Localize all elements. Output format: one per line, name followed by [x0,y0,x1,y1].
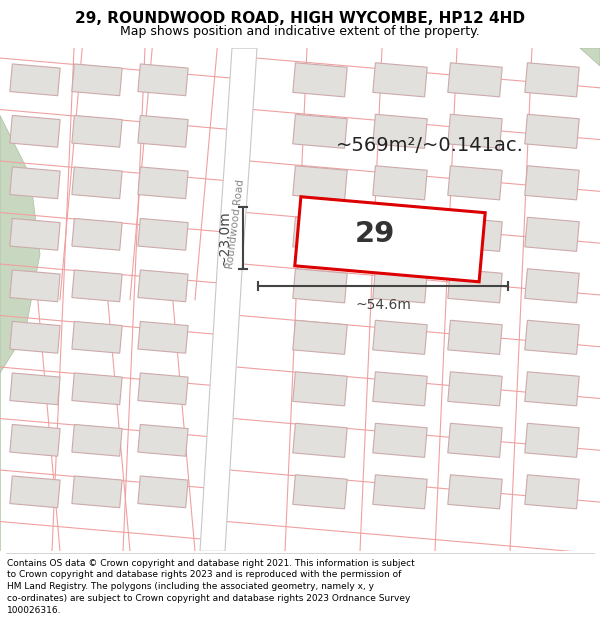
Polygon shape [448,423,502,458]
Polygon shape [525,62,579,97]
Polygon shape [293,372,347,406]
Text: 29: 29 [355,221,395,248]
Polygon shape [525,166,579,200]
Polygon shape [373,372,427,406]
Polygon shape [293,320,347,354]
Polygon shape [72,270,122,302]
Text: ~54.6m: ~54.6m [355,298,411,312]
Polygon shape [293,166,347,200]
Polygon shape [448,269,502,303]
Text: Contains OS data © Crown copyright and database right 2021. This information is : Contains OS data © Crown copyright and d… [7,559,415,615]
Polygon shape [72,424,122,456]
Polygon shape [10,218,60,250]
Polygon shape [448,114,502,148]
Polygon shape [448,62,502,97]
Polygon shape [525,114,579,148]
Polygon shape [373,423,427,458]
Polygon shape [525,423,579,458]
Polygon shape [293,217,347,251]
Polygon shape [373,269,427,303]
Polygon shape [138,424,188,456]
Polygon shape [0,116,40,551]
Polygon shape [525,217,579,251]
Polygon shape [373,114,427,148]
Text: ~569m²/~0.141ac.: ~569m²/~0.141ac. [336,136,524,154]
Polygon shape [138,373,188,405]
Polygon shape [448,166,502,200]
Text: ~23.0m: ~23.0m [217,210,231,266]
Polygon shape [10,116,60,148]
Polygon shape [373,166,427,200]
Polygon shape [448,320,502,354]
Polygon shape [200,48,257,551]
Polygon shape [448,475,502,509]
Polygon shape [373,217,427,251]
Polygon shape [373,320,427,354]
Polygon shape [138,476,188,508]
Text: 29, ROUNDWOOD ROAD, HIGH WYCOMBE, HP12 4HD: 29, ROUNDWOOD ROAD, HIGH WYCOMBE, HP12 4… [75,11,525,26]
Text: Map shows position and indicative extent of the property.: Map shows position and indicative extent… [120,26,480,39]
Polygon shape [448,217,502,251]
Polygon shape [72,64,122,96]
Polygon shape [293,114,347,148]
Polygon shape [295,197,485,282]
Polygon shape [138,167,188,199]
Polygon shape [72,373,122,405]
Polygon shape [10,270,60,302]
Polygon shape [10,64,60,96]
Polygon shape [525,320,579,354]
Polygon shape [138,64,188,96]
Polygon shape [373,62,427,97]
Polygon shape [293,423,347,458]
Polygon shape [138,321,188,353]
Polygon shape [138,270,188,302]
Polygon shape [448,372,502,406]
Polygon shape [525,372,579,406]
Polygon shape [10,321,60,353]
Polygon shape [293,475,347,509]
Polygon shape [138,116,188,148]
Polygon shape [10,167,60,199]
Polygon shape [525,269,579,303]
Polygon shape [293,62,347,97]
Polygon shape [72,167,122,199]
Polygon shape [72,218,122,250]
Polygon shape [138,218,188,250]
Polygon shape [525,475,579,509]
Text: Roundwood Road: Roundwood Road [226,179,247,270]
Polygon shape [580,48,600,66]
Polygon shape [10,373,60,405]
Polygon shape [10,424,60,456]
Polygon shape [72,476,122,508]
Polygon shape [373,475,427,509]
Polygon shape [72,321,122,353]
Polygon shape [293,269,347,303]
Polygon shape [72,116,122,148]
Polygon shape [10,476,60,508]
